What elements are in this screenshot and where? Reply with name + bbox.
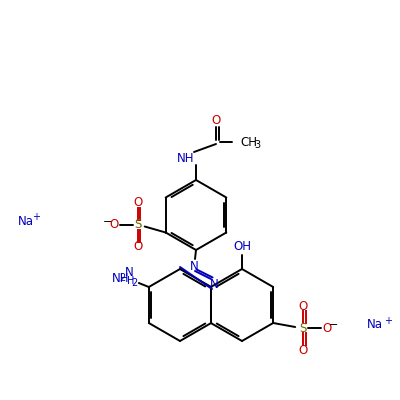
Text: −: − <box>328 320 338 330</box>
Text: O: O <box>133 240 142 253</box>
Text: S: S <box>134 218 141 231</box>
Text: 2: 2 <box>132 278 138 288</box>
Text: NH: NH <box>177 152 195 164</box>
Text: N: N <box>124 266 133 280</box>
Text: Na: Na <box>367 318 383 332</box>
Text: Na: Na <box>18 215 34 228</box>
Text: 3: 3 <box>254 140 260 150</box>
Text: CH: CH <box>240 136 257 148</box>
Text: +: + <box>32 212 40 222</box>
Text: O: O <box>133 196 142 209</box>
Text: O: O <box>211 114 221 126</box>
Text: NH: NH <box>112 272 130 286</box>
Text: S: S <box>300 322 307 334</box>
Text: N: N <box>210 278 218 290</box>
Text: N: N <box>190 260 198 272</box>
Text: 2: 2 <box>120 273 126 283</box>
Text: +: + <box>384 316 392 326</box>
Text: H: H <box>127 276 134 286</box>
Text: O: O <box>298 344 308 356</box>
Text: OH: OH <box>233 240 251 254</box>
Text: −: − <box>103 216 112 226</box>
Text: O: O <box>322 322 332 334</box>
Text: O: O <box>109 218 118 231</box>
Text: O: O <box>298 300 308 312</box>
